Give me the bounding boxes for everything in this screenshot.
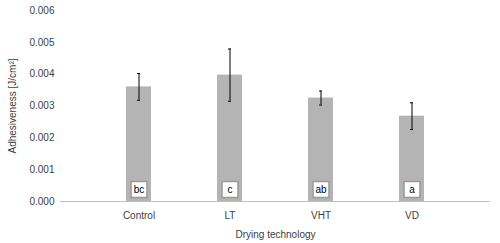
svg-text:VHT: VHT xyxy=(311,210,331,221)
svg-text:0.002: 0.002 xyxy=(29,132,54,143)
svg-text:a: a xyxy=(409,184,415,195)
svg-text:c: c xyxy=(228,184,233,195)
svg-text:0.000: 0.000 xyxy=(29,196,54,207)
svg-text:VD: VD xyxy=(405,210,419,221)
svg-text:0.006: 0.006 xyxy=(29,5,54,16)
svg-text:0.004: 0.004 xyxy=(29,68,54,79)
svg-text:LT: LT xyxy=(225,210,236,221)
svg-text:0.005: 0.005 xyxy=(29,37,54,48)
svg-text:bc: bc xyxy=(134,184,145,195)
svg-text:ab: ab xyxy=(315,184,327,195)
svg-text:0.001: 0.001 xyxy=(29,164,54,175)
svg-text:0.003: 0.003 xyxy=(29,100,54,111)
svg-text:Drying technology: Drying technology xyxy=(235,229,315,240)
svg-text:Adhesiveness [J/cm²]: Adhesiveness [J/cm²] xyxy=(7,58,18,153)
svg-text:Control: Control xyxy=(123,210,155,221)
